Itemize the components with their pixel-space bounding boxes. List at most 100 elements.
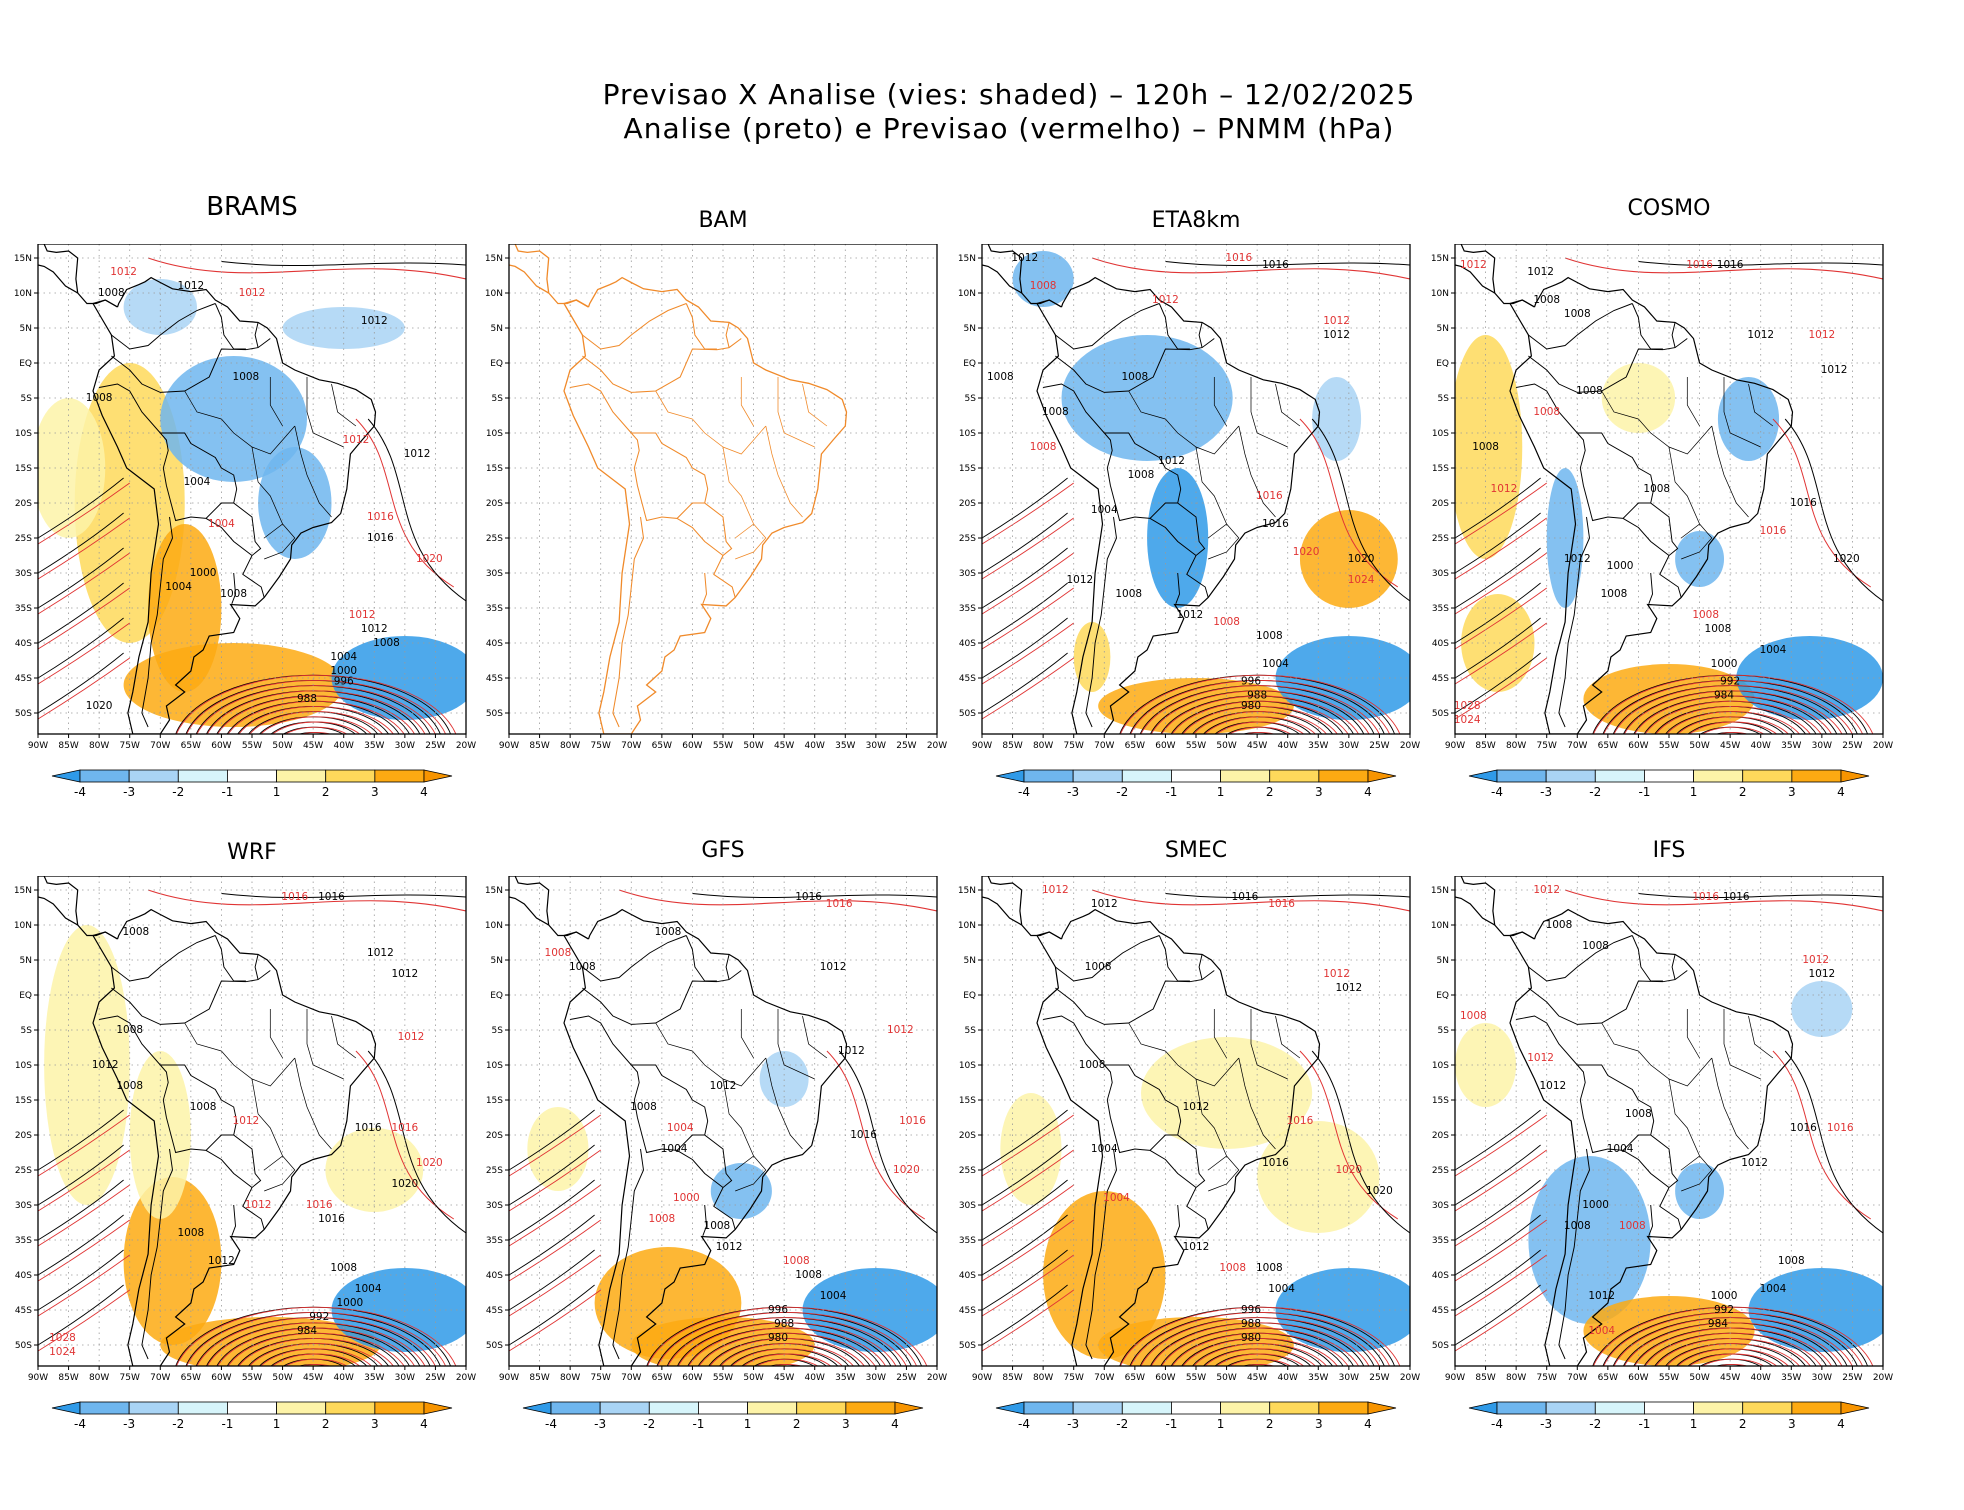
x-tick-label: 60W: [682, 741, 702, 751]
y-tick-label: 30S: [486, 1201, 503, 1211]
country-border: [582, 970, 742, 1025]
x-tick-label: 20W: [1400, 741, 1420, 751]
x-tick-label: 70W: [621, 741, 641, 751]
analysis-contour-label: 1000: [336, 1297, 363, 1309]
state-border: [802, 383, 828, 427]
forecast-isobar: [1772, 418, 1872, 588]
colorbar-label: -3: [1067, 785, 1079, 799]
analysis-contour-label: 1020: [1366, 1185, 1393, 1197]
colorbar-segment: [1072, 769, 1123, 783]
colorbar-arrow-low: [995, 1401, 1025, 1415]
forecast-isobar: [1171, 700, 1349, 734]
analysis-contour-label: 1016: [1717, 259, 1744, 271]
analysis-contour-label: 1016: [318, 891, 345, 903]
forecast-isobar: [1455, 482, 1547, 545]
forecast-isobar: [1655, 1337, 1811, 1366]
y-tick-label: 5S: [21, 1026, 33, 1036]
colorbar-arrow-high: [1840, 1401, 1870, 1415]
country-border: [111, 338, 271, 393]
forecast-isobar: [982, 517, 1074, 580]
forecast-isobar: [618, 889, 937, 912]
analysis-contour-label: 1012: [1323, 329, 1350, 341]
coastline-central-america: [982, 264, 1062, 308]
analysis-isobar: [509, 1109, 595, 1171]
forecast-isobar: [1228, 726, 1292, 734]
country-border: [636, 1117, 705, 1154]
state-border: [1638, 1050, 1713, 1087]
figure-title: Previsao X Analise (vies: shaded) – 120h…: [0, 78, 1964, 146]
colorbar-label: -4: [1491, 1417, 1503, 1431]
forecast-contour-label: 1024: [1348, 574, 1375, 586]
analysis-contour-label: 1012: [716, 1241, 743, 1253]
forecast-isobar: [1564, 889, 1883, 912]
analysis-isobar: [1455, 1214, 1541, 1276]
x-tick-label: 55W: [1659, 1373, 1679, 1383]
y-tick-label: 10S: [1432, 429, 1449, 439]
colorbar-segment: [1121, 769, 1172, 783]
forecast-isobar: [1455, 1149, 1547, 1212]
analysis-contour-label: 1008: [1564, 1220, 1591, 1232]
state-border: [1711, 425, 1749, 518]
colorbar-segment: [1023, 769, 1074, 783]
bias-shading: [1012, 251, 1074, 307]
country-border: [1055, 338, 1215, 393]
state-border: [1686, 1009, 1700, 1059]
colorbar-label: 1: [1690, 785, 1698, 799]
analysis-isobar: [1455, 617, 1541, 679]
country-border: [1109, 485, 1178, 522]
colorbar-arrow-low: [51, 769, 81, 783]
forecast-isobar: [1701, 1358, 1765, 1366]
y-tick-label: 25S: [486, 1166, 503, 1176]
analysis-isobar: [1455, 582, 1541, 644]
y-tick-label: 25S: [15, 534, 32, 544]
analysis-contour-label: 996: [1241, 676, 1261, 688]
y-tick-label: EQ: [19, 991, 32, 1001]
analysis-contour-label: 996: [768, 1304, 788, 1316]
y-tick-label: 20S: [1432, 1131, 1449, 1141]
y-tick-label: 5S: [1438, 394, 1450, 404]
y-tick-label: 15S: [15, 464, 32, 474]
state-border: [1213, 377, 1227, 427]
y-tick-label: EQ: [490, 991, 503, 1001]
forecast-isobar: [238, 1337, 394, 1366]
colorbar-segment: [1220, 769, 1271, 783]
y-tick-label: 20S: [15, 499, 32, 509]
y-tick-label: 25S: [959, 534, 976, 544]
x-tick-label: 50W: [272, 741, 292, 751]
y-tick-label: 50S: [486, 709, 503, 719]
coastline-south-america: [1509, 276, 1794, 734]
forecast-isobar: [1666, 1343, 1801, 1366]
y-tick-label: 15S: [1432, 1096, 1449, 1106]
x-tick-label: 25W: [425, 741, 445, 751]
y-tick-label: 35S: [1432, 1236, 1449, 1246]
coastline-south-america: [1036, 908, 1321, 1366]
x-tick-label: 90W: [499, 741, 519, 751]
coastline-central-america-north: [514, 244, 550, 294]
state-border: [692, 1050, 767, 1087]
analysis-contour-label: 1008: [1625, 1108, 1652, 1120]
bias-shading: [1675, 531, 1725, 587]
forecast-contour-label: 1016: [367, 511, 394, 523]
x-tick-label: 45W: [1720, 1373, 1740, 1383]
analysis-contour-label: 1012: [838, 1045, 865, 1057]
map-area: 1012 1016 1016 1008 1008 1012 1012 1008 1012 1012…: [1455, 876, 1883, 1366]
x-tick-label: 40W: [805, 1373, 825, 1383]
x-tick-label: 50W: [272, 1373, 292, 1383]
coastline-south-america: [1509, 908, 1794, 1366]
x-tick-label: 45W: [1247, 1373, 1267, 1383]
analysis-isobar: [1784, 418, 1883, 602]
analysis-contour-label: 1008: [1546, 919, 1573, 931]
x-tick-label: 25W: [896, 741, 916, 751]
forecast-contour-label: 1012: [245, 1199, 272, 1211]
x-tick-label: 70W: [1094, 1373, 1114, 1383]
colorbar-label: -3: [594, 1417, 606, 1431]
y-tick-label: 15N: [485, 254, 503, 264]
colorbar-label: 2: [322, 1417, 330, 1431]
panel-title: COSMO: [1627, 196, 1711, 221]
map-area: 1012 1012 1016 1016 1008 1008 1012 1012 1012 1008…: [1455, 244, 1883, 734]
country-border: [1648, 1204, 1653, 1236]
forecast-contour-label: 1012: [1533, 884, 1560, 896]
forecast-isobar: [509, 1184, 601, 1247]
colorbar-arrow-low: [1468, 1401, 1498, 1415]
state-border: [740, 377, 754, 427]
